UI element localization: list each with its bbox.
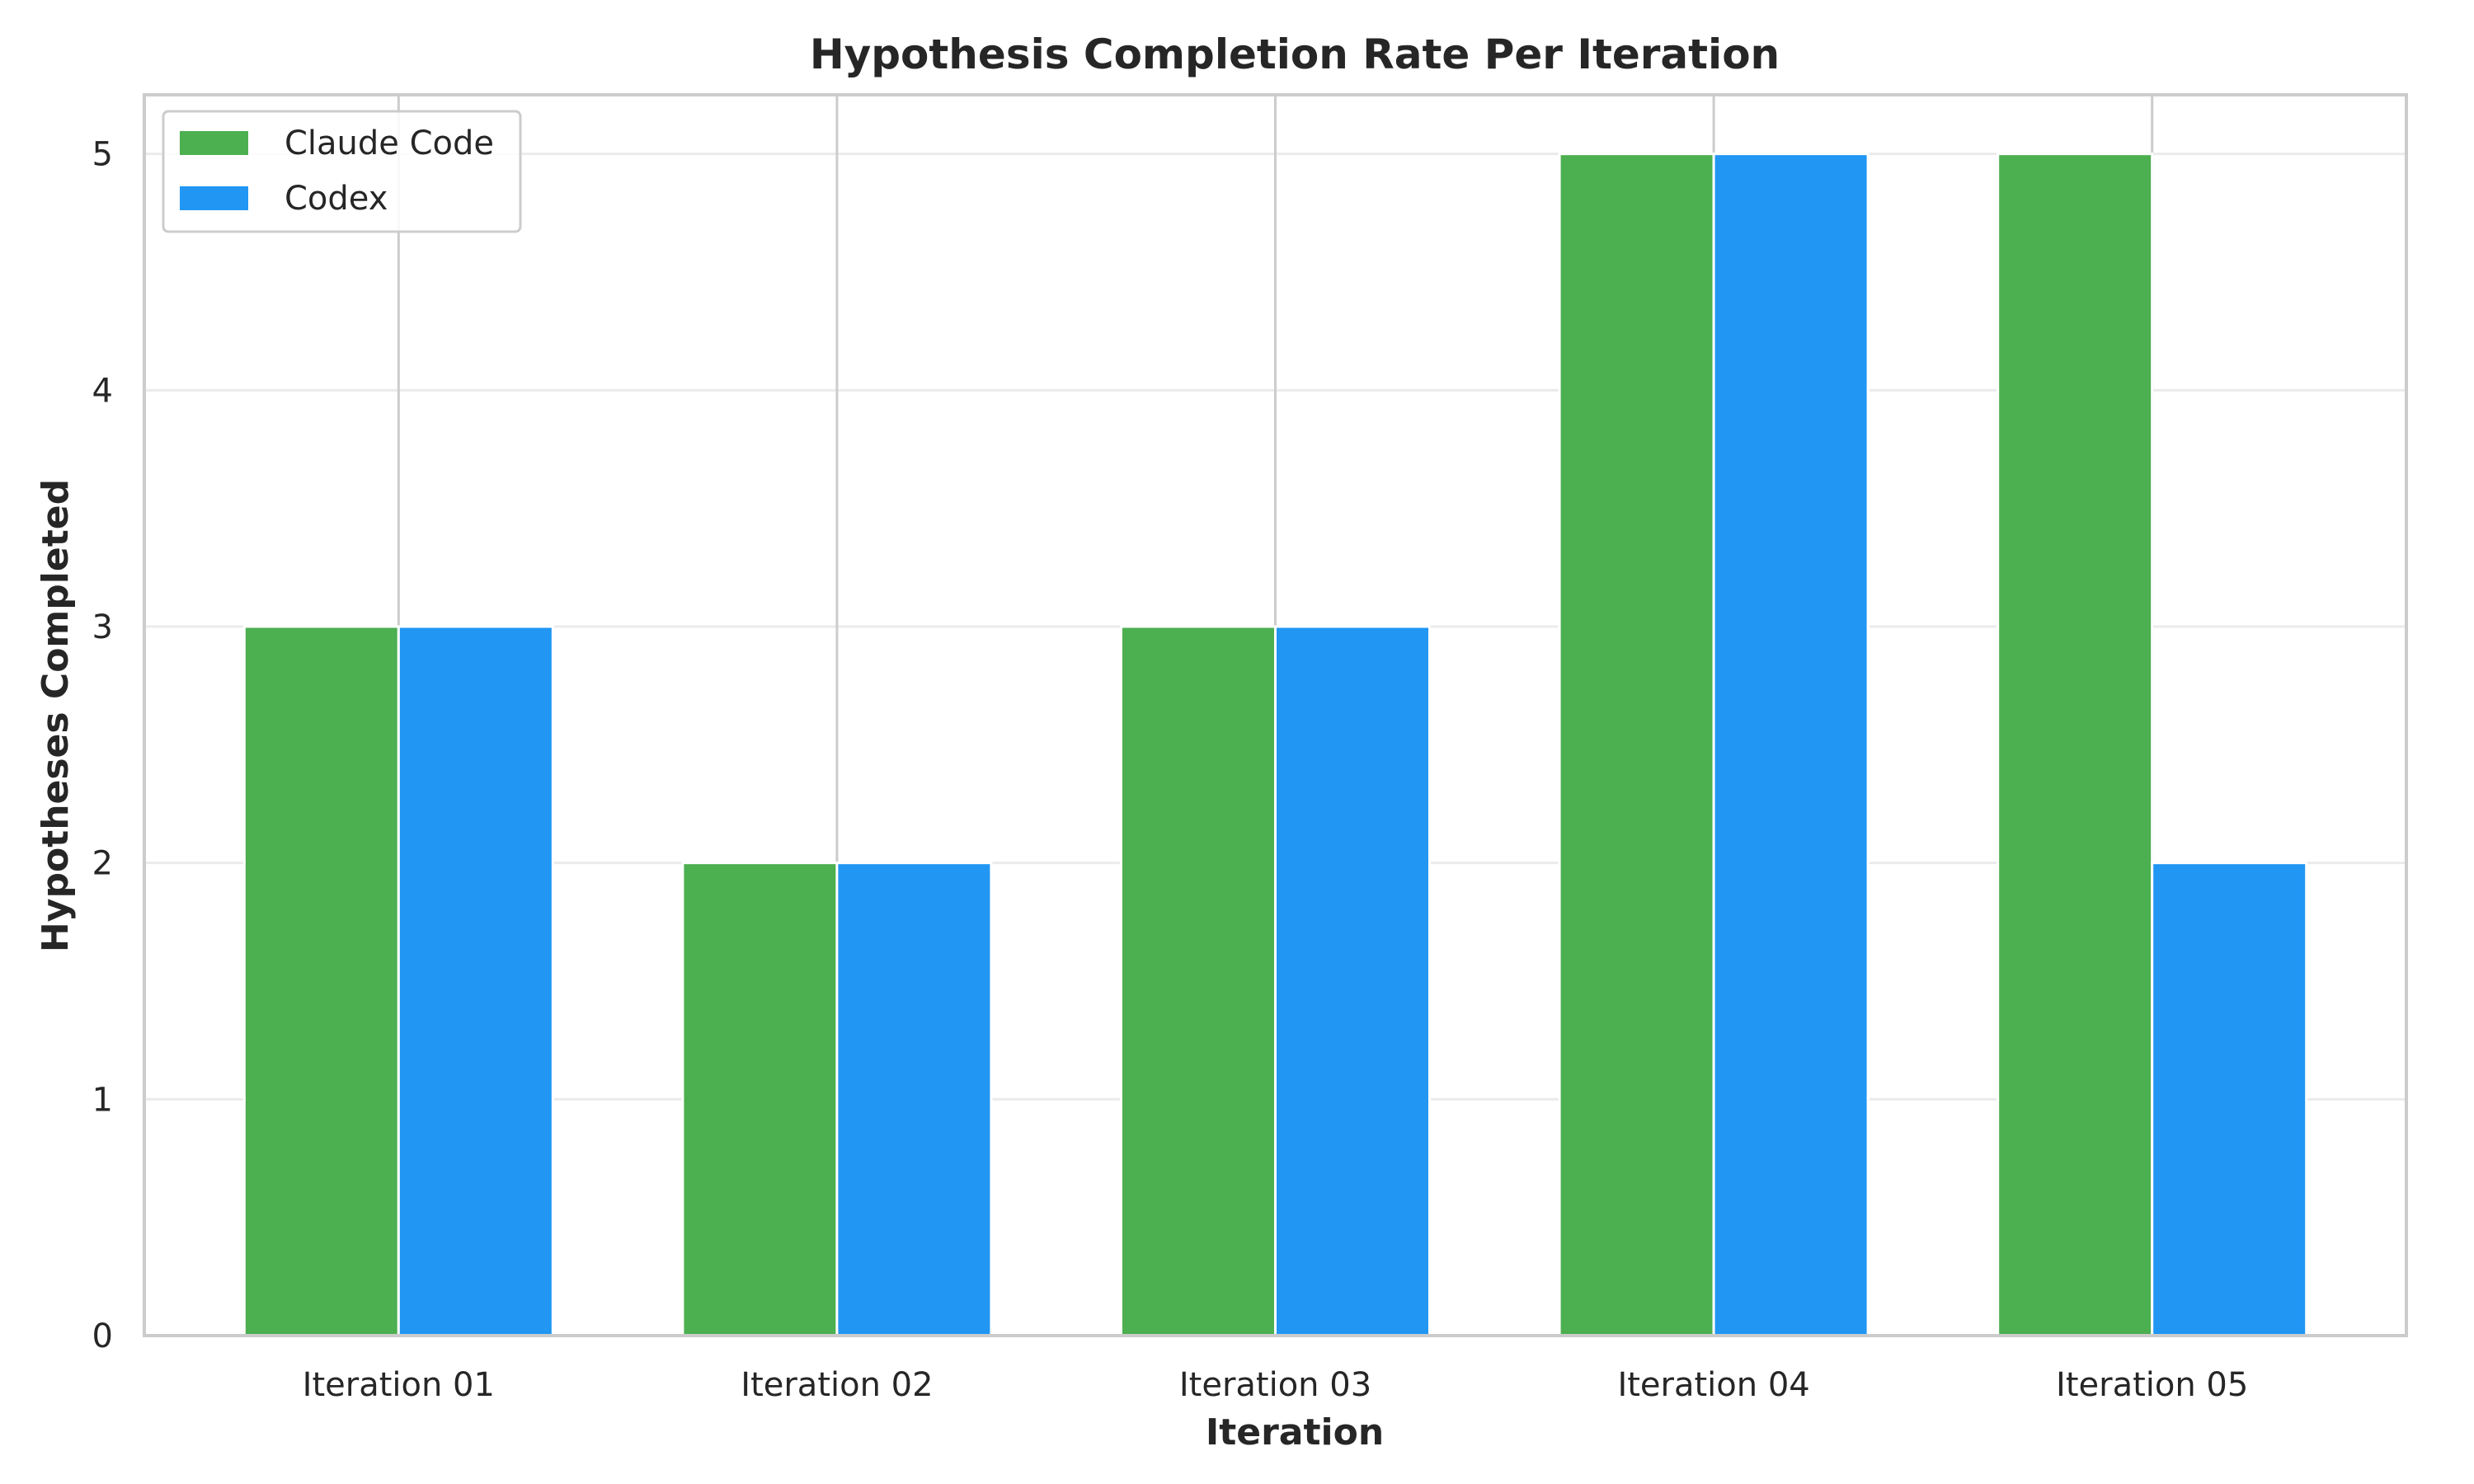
legend-label: Claude Code bbox=[285, 124, 494, 162]
y-tick-labels: 0 1 2 3 4 5 bbox=[92, 136, 113, 1355]
bar-claude-code bbox=[681, 862, 839, 1337]
legend: Claude Code Codex bbox=[162, 110, 522, 233]
bar-codex bbox=[397, 625, 554, 1337]
legend-label: Codex bbox=[285, 180, 388, 218]
x-tick-label: Iteration 01 bbox=[303, 1366, 495, 1404]
bar-claude-code bbox=[242, 625, 400, 1337]
bar-codex bbox=[1274, 625, 1431, 1337]
x-tick-label: Iteration 05 bbox=[2056, 1366, 2248, 1404]
y-tick-label: 3 bbox=[92, 608, 113, 646]
legend-swatch bbox=[180, 186, 248, 210]
y-tick-label: 4 bbox=[92, 372, 113, 410]
x-tick-label: Iteration 04 bbox=[1617, 1366, 1809, 1404]
bar-codex bbox=[2151, 862, 2308, 1337]
x-axis-label: Iteration bbox=[1206, 1411, 1384, 1453]
y-axis-label: Hypotheses Completed bbox=[35, 479, 77, 952]
x-tick-label: Iteration 02 bbox=[741, 1366, 933, 1404]
bar-codex bbox=[835, 862, 993, 1337]
y-tick-label: 0 bbox=[92, 1317, 113, 1355]
bar-codex bbox=[1712, 153, 1870, 1337]
y-tick-label: 1 bbox=[92, 1081, 113, 1119]
y-tick-label: 2 bbox=[92, 845, 113, 883]
x-tick-label: Iteration 03 bbox=[1179, 1366, 1371, 1404]
legend-swatch bbox=[180, 131, 248, 155]
bar-claude-code bbox=[1997, 153, 2154, 1337]
plot-border bbox=[143, 93, 2408, 1337]
x-tick-labels: Iteration 01 Iteration 02 Iteration 03 Iter… bbox=[303, 1366, 2249, 1404]
y-tick-label: 5 bbox=[92, 136, 113, 174]
chart-title: Hypothesis Completion Rate Per Iteration bbox=[810, 31, 1780, 78]
plot-frame bbox=[143, 93, 2408, 1337]
legend-box bbox=[162, 110, 522, 233]
bars-layer bbox=[242, 153, 2308, 1337]
bar-claude-code bbox=[1120, 625, 1277, 1337]
bar-claude-code bbox=[1558, 153, 1715, 1337]
